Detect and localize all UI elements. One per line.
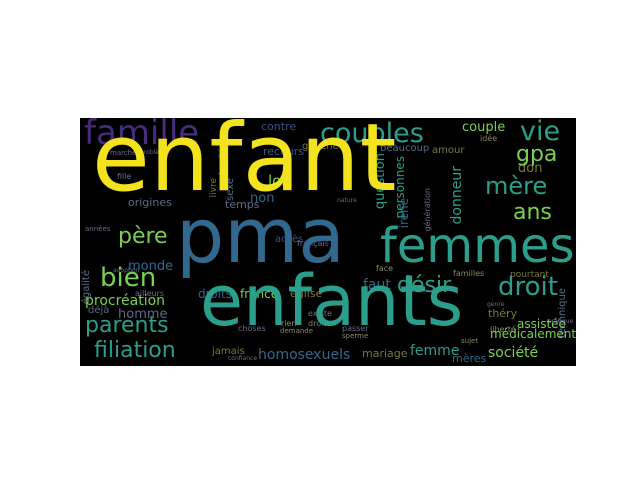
cloud-word: france	[240, 287, 279, 301]
cloud-word: recours	[263, 145, 305, 158]
cloud-word: assistée	[517, 317, 566, 331]
cloud-word: homosexuels	[258, 347, 351, 363]
cloud-word: donneur	[449, 166, 465, 225]
cloud-word: sperme	[342, 332, 369, 340]
cloud-word: idée	[480, 134, 498, 143]
cloud-word: église	[290, 287, 323, 300]
cloud-word: filiation	[94, 338, 176, 363]
cloud-word: problème	[140, 149, 169, 156]
cloud-word: temps	[225, 198, 260, 211]
cloud-word: loi	[268, 172, 286, 190]
cloud-word: enfants	[200, 260, 464, 342]
cloud-word: couples	[320, 118, 424, 149]
cloud-word: mère	[485, 172, 548, 200]
cloud-word: femmes	[380, 218, 575, 274]
cloud-word: gpa	[516, 142, 558, 167]
cloud-word: amour	[432, 145, 465, 156]
cloud-word: père	[118, 224, 168, 249]
cloud-word: existe	[308, 309, 332, 318]
cloud-word: théry	[488, 307, 518, 320]
cloud-word: familles	[453, 269, 485, 278]
cloud-word: ailleurs	[135, 289, 165, 298]
cloud-word: rien	[281, 319, 297, 328]
cloud-word: mariage	[362, 347, 408, 360]
word-cloud-canvas: recours contre gauche beaucoup amour tem…	[80, 118, 576, 366]
cloud-word: société	[488, 345, 539, 361]
cloud-word: couple	[462, 120, 506, 135]
cloud-word: non	[250, 191, 275, 206]
cloud-word: choses	[238, 324, 266, 333]
cloud-word: monde	[128, 259, 174, 274]
cloud-word: désir	[397, 273, 452, 298]
cloud-word: français	[297, 239, 329, 248]
cloud-word: demande	[280, 327, 314, 335]
cloud-word: beaucoup	[380, 143, 430, 154]
cloud-word: femme	[410, 343, 460, 359]
cloud-word: parents	[85, 313, 169, 338]
cloud-word: médicalement	[490, 327, 576, 341]
cloud-word: droits	[198, 287, 232, 301]
cloud-word: enfant	[92, 118, 397, 213]
cloud-word: fille	[117, 172, 132, 181]
cloud-word: passer	[342, 324, 369, 333]
cloud-word: vie	[520, 118, 561, 147]
cloud-word: origines	[128, 196, 172, 209]
cloud-word: pma	[176, 191, 345, 280]
cloud-word: droit	[498, 272, 558, 302]
cloud-word: homme	[118, 307, 168, 322]
cloud-word: procréation	[85, 293, 166, 309]
cloud-word: accès	[275, 234, 304, 245]
cloud-word: sujet	[461, 337, 479, 345]
cloud-word: mères	[452, 352, 487, 365]
cloud-word: pourtant	[510, 270, 549, 280]
cloud-word: contre	[261, 120, 297, 133]
cloud-word: liberté	[490, 325, 516, 334]
cloud-word: années	[85, 225, 111, 233]
cloud-word: nature	[337, 197, 357, 204]
cloud-word: marché	[110, 149, 137, 157]
cloud-word: face	[376, 264, 394, 273]
cloud-word: pratique	[548, 318, 574, 325]
cloud-word: famille	[84, 118, 200, 153]
cloud-word: faut	[363, 277, 391, 293]
cloud-word: genre	[487, 301, 505, 308]
cloud-word: déjà	[88, 305, 110, 316]
cloud-word: jamais	[212, 346, 245, 357]
cloud-word: bien	[100, 263, 157, 293]
cloud-word: adoption	[113, 267, 140, 274]
cloud-word: confiance	[228, 355, 258, 362]
cloud-word: gauche	[302, 141, 339, 152]
cloud-word: ans	[513, 200, 552, 225]
cloud-word: droite	[308, 319, 332, 328]
cloud-word: don	[518, 161, 543, 176]
